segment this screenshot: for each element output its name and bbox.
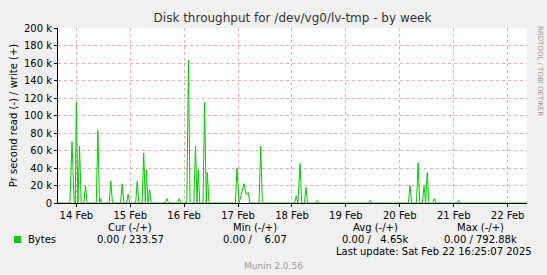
svg-text:18 Feb: 18 Feb bbox=[275, 210, 309, 221]
svg-text:RRDTOOL / TOBI OETIKER: RRDTOOL / TOBI OETIKER bbox=[536, 26, 544, 116]
svg-text:40 k: 40 k bbox=[30, 163, 52, 174]
svg-text:140 k: 140 k bbox=[24, 75, 52, 86]
svg-text:15 Feb: 15 Feb bbox=[113, 210, 147, 221]
svg-text:Last update: Sat Feb 22 16:25:: Last update: Sat Feb 22 16:25:07 2025 bbox=[336, 246, 532, 257]
svg-text:0.00 / 6.07: 0.00 / 6.07 bbox=[223, 234, 287, 245]
svg-text:Munin 2.0.56: Munin 2.0.56 bbox=[244, 261, 303, 271]
svg-text:120 k: 120 k bbox=[24, 93, 52, 104]
svg-text:Avg (-/+): Avg (-/+) bbox=[353, 222, 398, 233]
svg-text:17 Feb: 17 Feb bbox=[221, 210, 255, 221]
svg-text:0.00 / 792.88k: 0.00 / 792.88k bbox=[444, 234, 517, 245]
svg-text:Pr second read (-) / write (+): Pr second read (-) / write (+) bbox=[8, 44, 19, 187]
svg-text:Max (-/+): Max (-/+) bbox=[457, 222, 504, 233]
svg-text:Min (-/+): Min (-/+) bbox=[233, 222, 277, 233]
svg-text:180 k: 180 k bbox=[24, 40, 52, 51]
svg-text:0.00 / 4.65k: 0.00 / 4.65k bbox=[342, 234, 409, 245]
svg-text:Cur (-/+): Cur (-/+) bbox=[108, 222, 152, 233]
svg-text:22 Feb: 22 Feb bbox=[491, 210, 525, 221]
svg-text:Disk throughput for /dev/vg0/l: Disk throughput for /dev/vg0/lv-tmp - by… bbox=[154, 11, 432, 25]
svg-text:160 k: 160 k bbox=[24, 58, 52, 69]
svg-text:19 Feb: 19 Feb bbox=[329, 210, 363, 221]
svg-text:20 Feb: 20 Feb bbox=[383, 210, 417, 221]
svg-text:200 k: 200 k bbox=[24, 23, 52, 34]
svg-text:21 Feb: 21 Feb bbox=[437, 210, 471, 221]
svg-text:100 k: 100 k bbox=[24, 110, 52, 121]
svg-text:0.00 / 233.57: 0.00 / 233.57 bbox=[97, 234, 164, 245]
svg-text:20 k: 20 k bbox=[30, 180, 52, 191]
svg-text:Bytes: Bytes bbox=[28, 234, 56, 245]
svg-text:0: 0 bbox=[46, 198, 52, 209]
svg-text:14 Feb: 14 Feb bbox=[60, 210, 94, 221]
svg-text:80 k: 80 k bbox=[30, 128, 52, 139]
svg-text:16 Feb: 16 Feb bbox=[167, 210, 201, 221]
svg-text:60 k: 60 k bbox=[30, 145, 52, 156]
